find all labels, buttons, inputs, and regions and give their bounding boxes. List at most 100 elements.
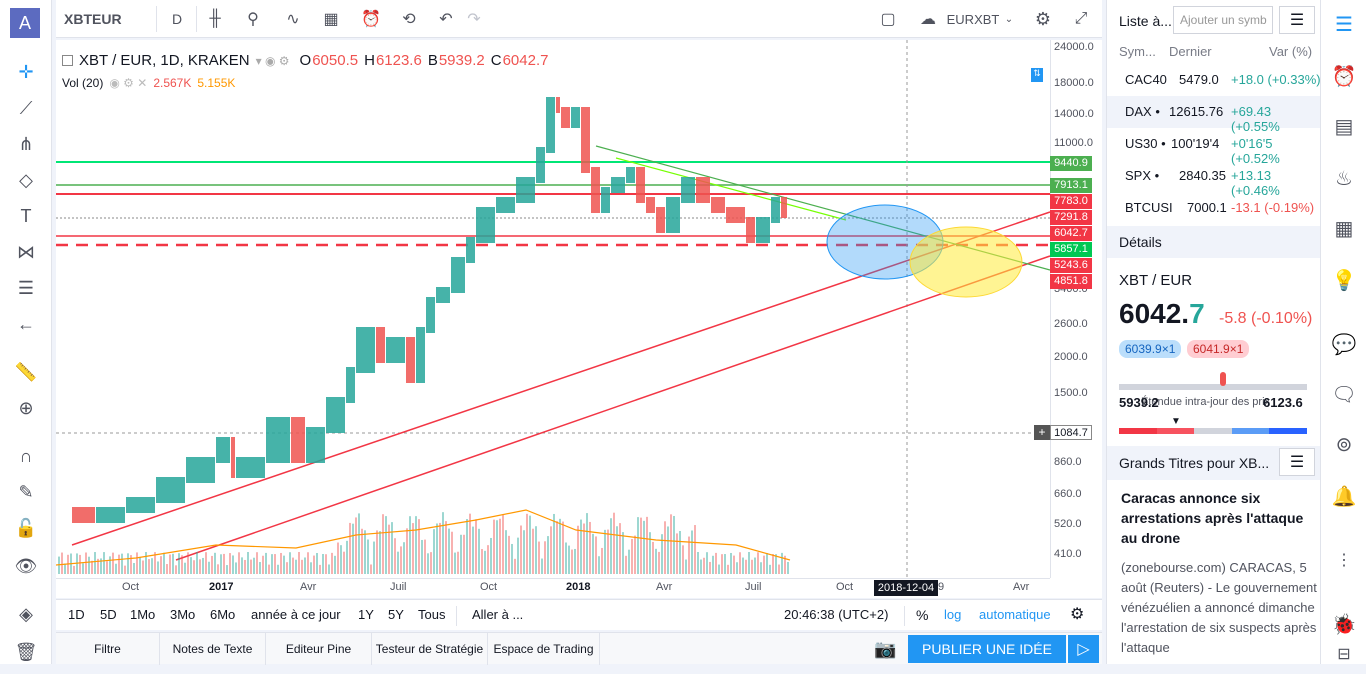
- symbol-search[interactable]: XBTEUR: [64, 11, 122, 27]
- prediction-icon[interactable]: ☰: [17, 277, 35, 298]
- redo-icon[interactable]: ↷: [467, 11, 481, 28]
- chevron-down-icon[interactable]: ⌄: [1004, 13, 1014, 25]
- lock-icon[interactable]: 🔓: [14, 517, 38, 538]
- streams-icon[interactable]: 💬: [1331, 333, 1357, 356]
- period-1y[interactable]: 1Y: [358, 607, 374, 622]
- chat-icon[interactable]: 🗨: [1331, 383, 1357, 406]
- period-1mo[interactable]: 1Mo: [130, 607, 156, 622]
- watchlist-row[interactable]: BTCUSI 7000.1 -13.1 (-0.19%): [1107, 192, 1321, 224]
- interval-button[interactable]: D: [171, 11, 183, 27]
- watchlist-menu-icon[interactable]: ☰: [1279, 6, 1315, 34]
- candle: [781, 197, 787, 218]
- magnet-icon[interactable]: ∩: [19, 445, 33, 466]
- ruler-icon[interactable]: 📏: [14, 361, 38, 382]
- watchlist-search-input[interactable]: Ajouter un symb: [1173, 6, 1273, 34]
- period-all[interactable]: Tous: [418, 607, 446, 622]
- watchlist-row[interactable]: DAX • 12615.76 +69.43 (+0.55%: [1107, 96, 1321, 134]
- bug-report-icon[interactable]: 🐞: [1331, 613, 1357, 636]
- broadcast-icon[interactable]: ⊚: [1335, 433, 1353, 456]
- candle: [756, 217, 770, 243]
- volume-bar: [430, 552, 432, 574]
- zoom-icon[interactable]: ⊕: [18, 397, 34, 418]
- period-6mo[interactable]: 6Mo: [210, 607, 236, 622]
- expand-icon[interactable]: ⤢: [1074, 10, 1088, 27]
- time-axis[interactable]: [56, 578, 1050, 598]
- replay-icon[interactable]: ⟲: [402, 11, 416, 28]
- clock-timezone[interactable]: 20:46:38 (UTC+2): [784, 607, 889, 622]
- scale-toggle-icon[interactable]: ⇅: [1031, 68, 1043, 82]
- compare-icon[interactable]: ∿: [286, 11, 300, 28]
- alarm-icon[interactable]: ⏰: [1331, 65, 1357, 88]
- watchlist-row[interactable]: CAC40 5479.0 +18.0 (+0.33%): [1107, 64, 1321, 96]
- volume-bar: [73, 565, 75, 574]
- shape-icon[interactable]: ◇: [19, 169, 33, 190]
- chart-pane[interactable]: XBT / EUR, 1D, KRAKEN ▾ ◉ ⚙ O 6050.5 H 612…: [56, 40, 1102, 598]
- calendar-icon[interactable]: ▦: [1334, 217, 1354, 240]
- period-3mo[interactable]: 3Mo: [170, 607, 196, 622]
- trendline-icon[interactable]: ⟋: [19, 97, 33, 118]
- volume-settings-icon[interactable]: ◉ ⚙ ✕: [109, 76, 148, 90]
- eye-icon[interactable]: 👁: [14, 555, 38, 576]
- period-1d[interactable]: 1D: [68, 607, 85, 622]
- period-5y[interactable]: 5Y: [388, 607, 404, 622]
- watchlist-row[interactable]: US30 • 100'19'4 +0'16'5 (+0.52%: [1107, 128, 1321, 166]
- layout-name[interactable]: EURXBT: [946, 11, 1000, 27]
- news-header[interactable]: Grands Titres pour XB... ☰: [1107, 446, 1321, 480]
- tab-strategy-tester[interactable]: Testeur de Stratégie: [372, 633, 488, 665]
- layers-icon[interactable]: ◈: [19, 603, 33, 624]
- tab-filter[interactable]: Filtre: [56, 633, 160, 665]
- arrow-back-icon[interactable]: ←: [17, 313, 35, 334]
- volume-bar: [757, 552, 759, 574]
- chart-canvas[interactable]: [56, 40, 1102, 598]
- publish-play-icon[interactable]: ▷: [1067, 635, 1099, 663]
- goto-date-button[interactable]: Aller à ...: [472, 607, 524, 622]
- text-tool-icon[interactable]: T: [20, 205, 32, 226]
- collapse-icon[interactable]: [62, 55, 73, 66]
- col-change[interactable]: Var (%): [1269, 44, 1313, 59]
- indicators-icon[interactable]: ⚲: [247, 11, 259, 28]
- settings-icon[interactable]: ⚙: [1034, 8, 1052, 29]
- pencil-lock-icon[interactable]: ✎: [18, 481, 34, 502]
- notifications-icon[interactable]: 🔔: [1331, 485, 1357, 508]
- trash-icon[interactable]: 🗑: [14, 641, 38, 662]
- ideas-icon[interactable]: 💡: [1331, 269, 1357, 292]
- period-ytd[interactable]: année à ce jour: [251, 607, 341, 622]
- col-symbol[interactable]: Sym...: [1119, 44, 1156, 59]
- tab-trading-panel[interactable]: Espace de Trading: [488, 633, 600, 665]
- watchlist-icon[interactable]: ☰: [1335, 13, 1353, 36]
- price-axis[interactable]: [1050, 40, 1102, 578]
- watchlist-title[interactable]: Liste à...: [1119, 13, 1172, 29]
- auto-toggle[interactable]: automatique: [979, 607, 1051, 622]
- news-headline[interactable]: Caracas annonce six arrestations après l…: [1121, 490, 1304, 546]
- alert-icon[interactable]: ⏰: [361, 11, 381, 28]
- crosshair-add-icon[interactable]: +: [1034, 425, 1050, 440]
- templates-icon[interactable]: ▦: [323, 11, 339, 28]
- period-5d[interactable]: 5D: [100, 607, 117, 622]
- price-axis-label: 660.0: [1054, 488, 1082, 500]
- cloud-icon[interactable]: ☁: [920, 11, 936, 28]
- hotlist-icon[interactable]: ♨: [1335, 167, 1353, 190]
- data-window-icon[interactable]: ▤: [1334, 115, 1354, 138]
- legend-settings-icon[interactable]: ▾ ◉ ⚙: [255, 53, 290, 68]
- app-logo[interactable]: A: [10, 8, 40, 38]
- chart-settings-icon[interactable]: ⚙: [1070, 606, 1085, 623]
- camera-icon[interactable]: 📷: [874, 639, 897, 659]
- publish-idea-button[interactable]: PUBLIER UNE IDÉE: [908, 635, 1066, 663]
- col-last[interactable]: Dernier: [1169, 44, 1212, 59]
- more-icon[interactable]: ⋮: [1336, 552, 1352, 569]
- tab-pine-editor[interactable]: Editeur Pine: [266, 633, 372, 665]
- tab-text-notes[interactable]: Notes de Texte: [160, 633, 266, 665]
- crosshair-icon[interactable]: ✛: [18, 61, 34, 82]
- percent-toggle[interactable]: %: [916, 607, 929, 623]
- collapse-panel-icon[interactable]: ⊟: [1337, 646, 1351, 663]
- candles-icon[interactable]: ╫: [209, 10, 221, 27]
- details-header[interactable]: Détails: [1107, 226, 1321, 258]
- log-toggle[interactable]: log: [944, 607, 962, 622]
- watchlist-row[interactable]: SPX • 2840.35 +13.13 (+0.46%: [1107, 160, 1321, 198]
- undo-icon[interactable]: ↶: [439, 11, 453, 28]
- news-menu-icon[interactable]: ☰: [1279, 448, 1315, 476]
- fullscreen-box-icon[interactable]: ▢: [880, 11, 896, 28]
- pattern-icon[interactable]: ⋈: [17, 241, 35, 262]
- pitchfork-icon[interactable]: ⋔: [18, 133, 34, 154]
- price-tag: 7291.8: [1050, 210, 1092, 225]
